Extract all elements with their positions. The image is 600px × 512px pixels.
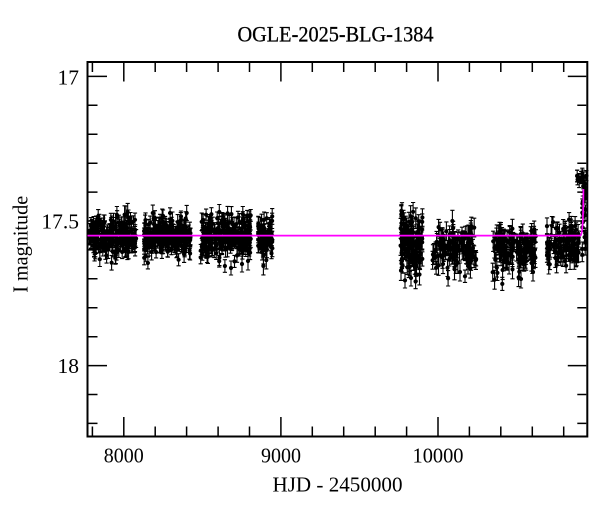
svg-text:17.5: 17.5 bbox=[41, 209, 79, 233]
svg-text:OGLE-2025-BLG-1384: OGLE-2025-BLG-1384 bbox=[238, 22, 434, 47]
svg-text:I magnitude: I magnitude bbox=[9, 196, 33, 293]
svg-text:18: 18 bbox=[58, 354, 80, 378]
svg-text:9000: 9000 bbox=[261, 443, 301, 467]
svg-text:10000: 10000 bbox=[413, 443, 464, 467]
svg-text:17: 17 bbox=[58, 65, 80, 89]
svg-text:8000: 8000 bbox=[104, 443, 144, 467]
svg-text:HJD - 2450000: HJD - 2450000 bbox=[273, 473, 403, 497]
